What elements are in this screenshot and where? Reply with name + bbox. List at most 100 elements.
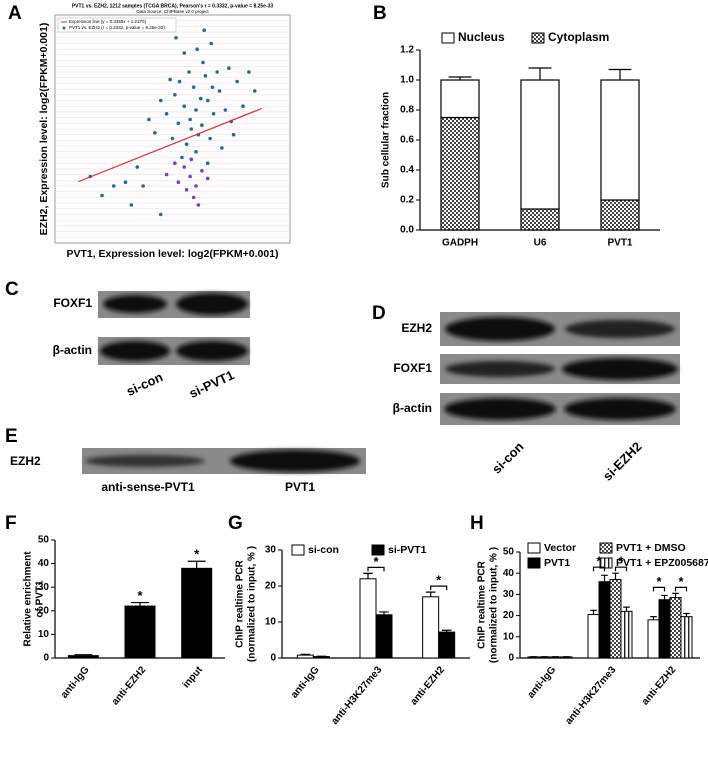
point [200,123,204,127]
y-axis-label: of PVT1 [35,580,46,618]
bar [658,599,671,659]
point [158,212,163,217]
band [445,317,555,341]
significance-mark: * [194,547,200,562]
y-tick-label: 50 [38,535,50,546]
bar [422,596,440,659]
legend-swatch [527,542,541,554]
point [194,150,198,154]
lane-label: PVT1 [285,480,315,494]
error-bar [590,609,597,615]
point [182,104,187,108]
blot-row-label: β-actin [393,401,432,415]
legend-label: si-PVT1 [388,544,427,556]
error-bar [623,606,630,612]
band [103,295,167,313]
significance-bracket [674,586,688,592]
x-tick-label: input [181,664,206,690]
x-tick-label: anti-IgG [59,664,92,700]
error-bar [131,601,149,607]
point [241,104,245,108]
bar-segment [600,199,640,231]
lane-label: si-EZH2 [600,439,645,484]
point [188,117,192,122]
lane-label: si-PVT1 [187,367,237,401]
blot-e: EZH2 anti-sense-PVT1 PVT1 [10,448,366,494]
x-tick-label: anti-IgG [289,664,322,700]
bar [680,616,693,659]
error-bar [672,592,679,598]
point [188,174,192,179]
y-axis-label: (normalized to input, % ) [489,547,500,663]
bar-segment [440,116,480,231]
blot-row-label: EZH2 [10,454,41,468]
point [129,203,134,207]
bar [598,581,611,659]
point [252,89,257,93]
point [227,66,231,70]
bar-segment [440,79,480,119]
y-tick-label: 10 [38,629,50,640]
legend-label: Vector [544,542,576,554]
error-bar [441,629,452,633]
point [158,98,163,103]
x-axis-label: PVT1, Expression level: log2(FPKM+0.001) [66,248,278,260]
point [194,184,198,188]
chart-title: PVT1 vs. EZH2, 1212 samples (TCGA BRCA),… [72,3,274,9]
point [135,165,140,169]
significance-mark: * [436,573,442,588]
x-tick-label: anti-H3K27me3 [329,664,384,727]
x-tick-label: anti-EZH2 [640,664,679,707]
bar [67,655,99,659]
legend-label: PVT1 vs. EZH2 (r = 0.3332, p-value = 8.2… [69,25,165,30]
y-tick-label: 10 [503,631,515,642]
band [565,320,675,338]
y-tick-label: 30 [503,589,515,600]
point [164,172,169,177]
point [153,131,157,135]
blot-row-label: β-actin [53,343,92,357]
error-bar [601,574,608,582]
error-bar [608,68,632,80]
error-bar [379,611,389,615]
y-axis-label: EZH2, Expression level: log2(FPKM+0.001) [38,23,50,236]
blot-row-label: EZH2 [401,321,432,335]
bar [124,605,156,659]
legend-swatch [599,557,613,569]
point [223,108,228,112]
error-bar [300,653,311,656]
point [182,51,187,55]
panel-label: B [373,3,387,24]
point [189,127,194,131]
point [196,203,201,207]
y-tick-label: 20 [265,581,277,592]
point [209,41,214,46]
y-axis-label: (normalized to input, % ) [247,546,258,662]
point [208,136,212,141]
y-axis-label: ChIP realtime PCR [477,560,488,648]
point [215,70,219,74]
point [194,108,198,112]
point [191,195,196,200]
band [230,450,360,472]
error-bar [363,572,373,579]
bar [609,579,622,659]
band [564,398,676,420]
significance-bracket [430,585,448,591]
bar [647,619,660,659]
blot-row-label: FOXF1 [393,361,432,375]
bar [669,597,682,659]
point [184,142,189,146]
bar-segment [520,79,560,210]
error-bar [650,616,657,620]
y-tick-label: 0.6 [400,135,414,146]
error-bar [74,654,93,656]
panel-label: F [5,513,17,534]
point [189,157,194,162]
point [210,85,215,89]
band [176,293,248,315]
panel-label: E [5,426,18,447]
